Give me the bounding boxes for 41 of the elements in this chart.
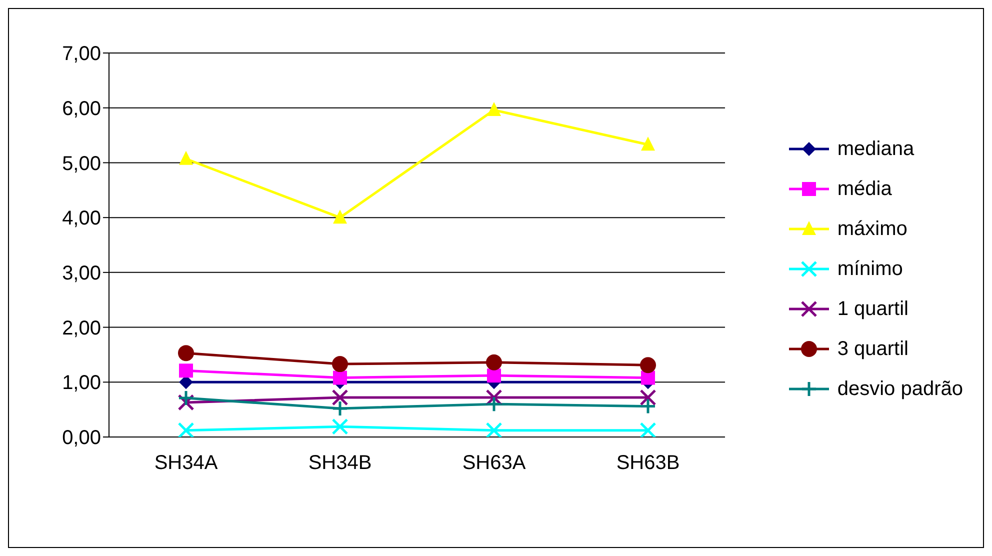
point	[178, 345, 194, 362]
point	[640, 389, 656, 406]
point	[332, 356, 348, 372]
y-tick-label: 1,00	[62, 372, 101, 394]
y-tick-label: 2,00	[62, 317, 101, 340]
point	[179, 364, 193, 378]
point	[333, 210, 347, 224]
y-tick-label: 5,00	[62, 152, 101, 175]
legend-label: mínimo	[837, 258, 903, 280]
point	[487, 102, 501, 116]
point	[640, 398, 656, 415]
point	[179, 150, 193, 165]
point	[178, 390, 194, 406]
point	[641, 136, 655, 151]
point	[178, 422, 194, 437]
point	[486, 354, 502, 370]
y-tick-label: 3,00	[62, 262, 101, 285]
y-tick-label: 0,00	[62, 427, 101, 450]
x-tick-label: SH63A	[462, 452, 526, 474]
legend-label: 1 quartil	[837, 298, 908, 320]
point	[333, 370, 347, 385]
y-tick-label: 7,00	[62, 43, 101, 66]
point	[640, 357, 656, 374]
point	[486, 422, 502, 437]
point	[487, 368, 501, 383]
legend-label: máximo	[837, 218, 908, 240]
point	[640, 422, 656, 437]
point	[332, 418, 348, 435]
legend-label: 3 quartil	[837, 338, 908, 360]
y-tick-label: 6,00	[62, 98, 101, 120]
x-tick-label: SH34B	[308, 452, 372, 474]
x-tick-label: SH34A	[154, 452, 218, 474]
point	[486, 396, 502, 412]
y-tick-label: 4,00	[62, 208, 101, 230]
legend-label: desvio padrão	[837, 378, 963, 400]
point	[332, 400, 348, 417]
legend-label: média	[837, 178, 892, 200]
x-tick-label: SH63B	[616, 452, 680, 474]
point	[641, 370, 655, 385]
legend-label: mediana	[837, 138, 914, 160]
point	[332, 389, 348, 406]
